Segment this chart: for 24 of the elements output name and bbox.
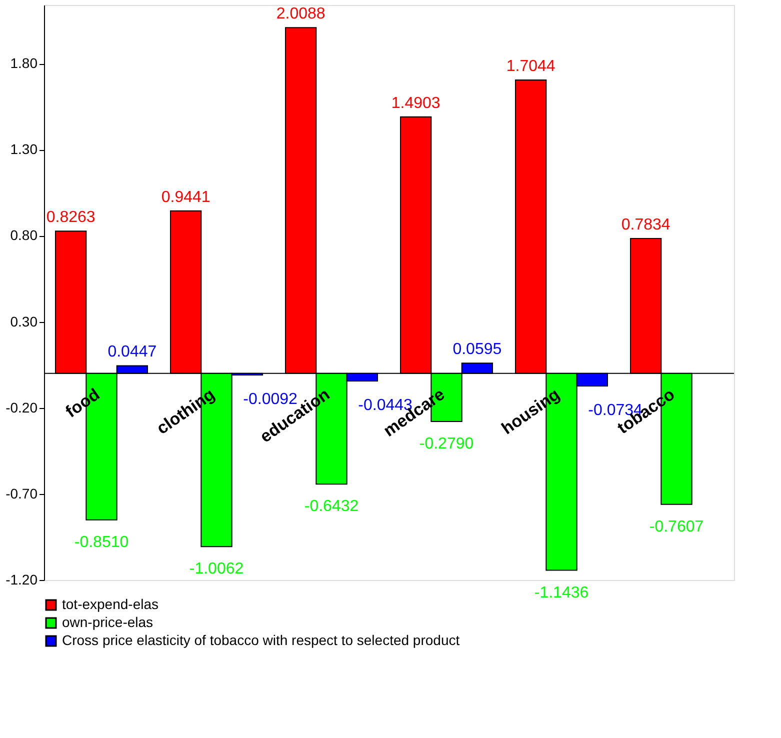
data-label: -0.2790: [419, 435, 474, 452]
data-label: 1.7044: [506, 58, 556, 75]
y-tick-label: -0.70: [6, 485, 38, 502]
data-label: 1.4903: [391, 94, 440, 112]
y-tick-label: 0.80: [10, 227, 38, 244]
y-tick-label: 1.80: [10, 55, 38, 72]
data-label: 0.7834: [621, 216, 670, 234]
y-tick-label: -1.20: [6, 572, 38, 588]
data-label: -0.8510: [74, 534, 129, 551]
data-label: -1.0062: [189, 560, 244, 578]
data-label: 2.0088: [276, 6, 326, 23]
data-label: 0.8263: [46, 209, 96, 226]
y-tick-label: -0.20: [6, 399, 38, 416]
data-label: -0.6432: [304, 498, 359, 516]
data-label: 0.9441: [161, 188, 210, 206]
legend-label: Cross price elasticity of tobacco with respect to selected product: [62, 632, 460, 648]
data-label: 0.0447: [108, 344, 157, 361]
data-label: -1.1436: [534, 584, 589, 602]
legend-label: tot-expend-elas: [62, 596, 159, 612]
y-tick-label: 0.30: [10, 313, 38, 330]
data-label: 0.0595: [452, 341, 502, 358]
legend-label: own-price-elas: [62, 614, 154, 630]
data-label: -0.7607: [649, 518, 704, 536]
y-tick-label: 1.30: [10, 141, 38, 158]
